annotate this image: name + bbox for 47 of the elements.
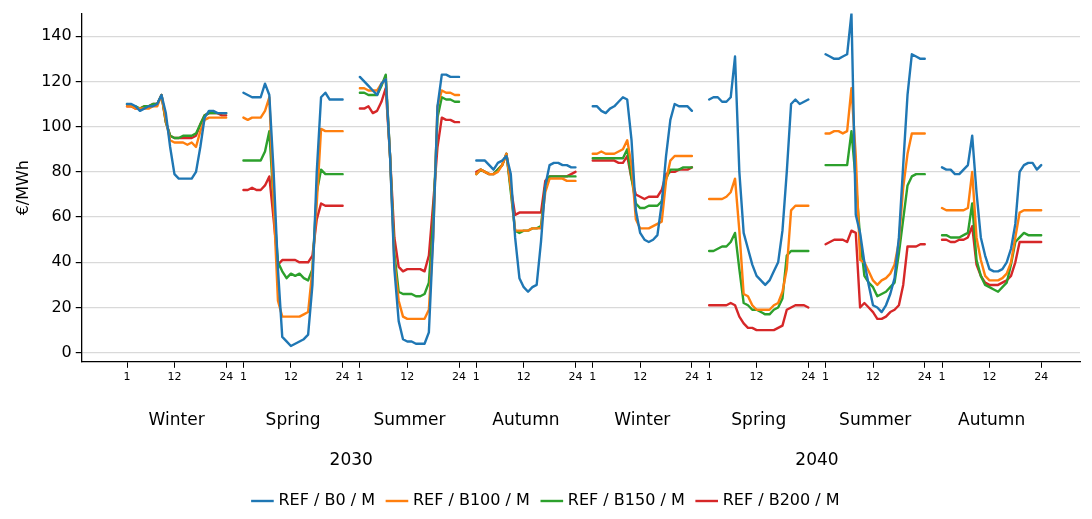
x-tick-label: 24 [1034,370,1049,384]
y-tick-label: 40 [51,251,72,271]
x-tick-label: 24 [801,370,816,384]
x-tick-label: 1 [472,370,480,384]
y-tick-label: 120 [41,70,72,90]
text: Autumn [492,409,560,430]
legend-label: REF / B100 / M [412,490,530,510]
y-tick-label: 60 [51,206,72,226]
x-tick-label: 12 [749,370,764,384]
x-tick-label: 12 [167,370,182,384]
text: Winter [614,409,671,430]
text: Winter [148,409,205,430]
x-tick-label: 24 [335,370,350,384]
text: 2030 [329,449,373,470]
text: 2040 [795,449,839,470]
x-tick-label: 24 [452,370,467,384]
y-tick-label: 20 [51,296,72,316]
x-tick-label: 12 [283,370,298,384]
x-tick-label: 12 [866,370,881,384]
legend-label: REF / B150 / M [567,490,685,510]
y-tick-label: 0 [61,341,72,361]
y-tick-label: 140 [41,25,72,45]
x-tick-label: 1 [589,370,597,384]
y-axis-title: €/MWh [12,160,32,216]
text: Summer [839,409,912,430]
x-tick-label: 1 [123,370,131,384]
text: Autumn [958,409,1026,430]
legend-label: REF / B0 / M [278,490,375,510]
x-tick-label: 12 [982,370,997,384]
x-tick-label: 12 [400,370,415,384]
x-tick-label: 24 [219,370,234,384]
x-tick-label: 12 [516,370,531,384]
x-tick-label: 24 [568,370,583,384]
x-tick-label: 1 [356,370,364,384]
x-tick-label: 1 [705,370,713,384]
legend-label: REF / B200 / M [722,490,840,510]
y-tick-label: 80 [51,161,72,181]
x-tick-label: 1 [239,370,247,384]
x-tick-label: 24 [684,370,699,384]
text: Spring [731,409,787,430]
x-tick-label: 24 [917,370,932,384]
text: Spring [265,409,321,430]
y-tick-label: 100 [41,115,72,135]
x-tick-label: 1 [822,370,830,384]
text: Summer [373,409,446,430]
x-tick-label: 1 [938,370,946,384]
x-tick-label: 12 [633,370,648,384]
